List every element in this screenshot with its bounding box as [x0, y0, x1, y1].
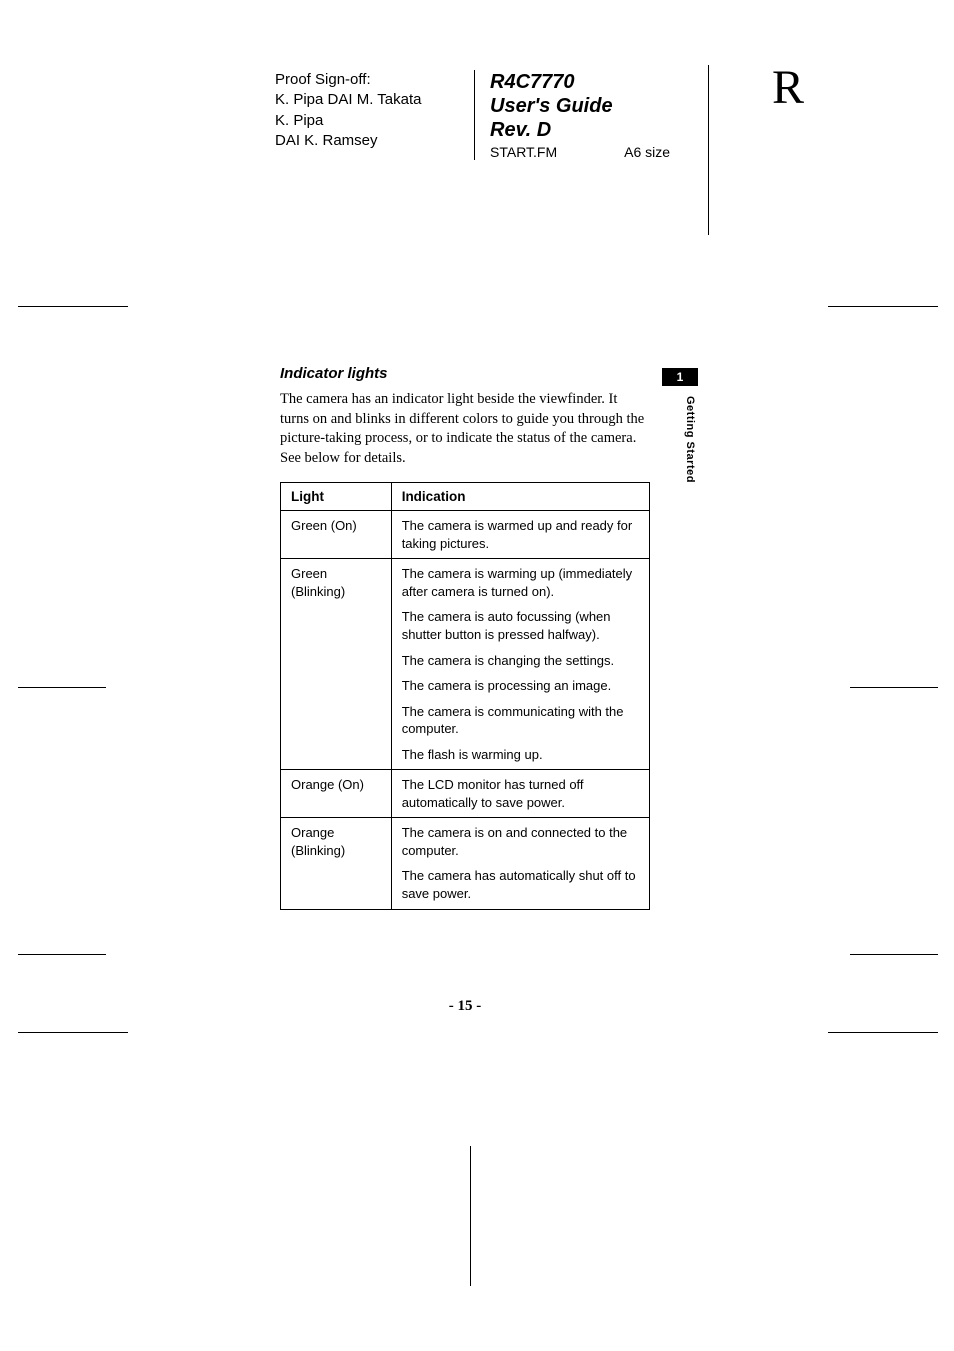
crop-mark — [850, 954, 938, 955]
light-cell: Orange (On) — [281, 770, 392, 818]
table-row: Orange (On) The LCD monitor has turned of… — [281, 770, 650, 818]
indication-cell: The camera is warming up (immediately af… — [391, 559, 649, 770]
chapter-number: 1 — [662, 368, 698, 386]
footer-divider — [470, 1146, 471, 1286]
light-cell: Green (On) — [281, 511, 392, 559]
signoff-line: K. Pipa DAI M. Takata — [275, 90, 454, 110]
indication-cell: The camera is on and connected to the co… — [391, 818, 649, 909]
crop-mark — [850, 687, 938, 688]
crop-mark — [18, 306, 128, 307]
indication-item: The camera is warmed up and ready for ta… — [402, 517, 639, 552]
indicator-table: Light Indication Green (On) The camera is… — [280, 482, 650, 909]
indication-item: The camera is on and connected to the co… — [402, 824, 639, 859]
indication-item: The camera is auto focussing (when shutt… — [402, 608, 639, 643]
chapter-tab: 1 Getting Started — [662, 368, 698, 483]
side-letter: R — [772, 60, 804, 115]
crop-mark — [828, 1032, 938, 1033]
page-number: - 15 - — [280, 998, 650, 1015]
light-cell: Green(Blinking) — [281, 559, 392, 770]
indication-item: The camera is warming up (immediately af… — [402, 565, 639, 600]
doc-guide: User's Guide — [490, 94, 755, 118]
signoff-line: K. Pipa — [275, 111, 454, 131]
indication-item: The LCD monitor has turned off automatic… — [402, 776, 639, 811]
section-intro: The camera has an indicator light beside… — [280, 390, 650, 468]
indication-item: The camera has automatically shut off to… — [402, 867, 639, 902]
doc-file-size: START.FM A6 size — [490, 144, 755, 160]
main-content: Indicator lights The camera has an indic… — [280, 365, 650, 910]
indication-item: The camera is communicating with the com… — [402, 703, 639, 738]
table-row: Green(Blinking) The camera is warming up … — [281, 559, 650, 770]
table-row: Orange(Blinking) The camera is on and con… — [281, 818, 650, 909]
indication-cell: The camera is warmed up and ready for ta… — [391, 511, 649, 559]
header-block: Proof Sign-off: K. Pipa DAI M. Takata K.… — [275, 70, 805, 160]
signoff-title: Proof Sign-off: — [275, 70, 454, 90]
indication-cell: The LCD monitor has turned off automatic… — [391, 770, 649, 818]
doc-rev: Rev. D — [490, 118, 755, 142]
crop-mark — [828, 306, 938, 307]
doc-file: START.FM — [490, 144, 557, 160]
light-cell: Orange(Blinking) — [281, 818, 392, 909]
indication-item: The flash is warming up. — [402, 746, 639, 764]
indication-item: The camera is processing an image. — [402, 677, 639, 695]
section-heading: Indicator lights — [280, 365, 650, 382]
table-header-indication: Indication — [391, 483, 649, 511]
doc-code: R4C7770 — [490, 70, 755, 94]
signoff-line: DAI K. Ramsey — [275, 131, 454, 151]
header-divider — [708, 65, 709, 235]
crop-mark — [18, 1032, 128, 1033]
crop-mark — [18, 687, 106, 688]
doc-id-block: R4C7770 User's Guide Rev. D START.FM A6 … — [475, 70, 755, 160]
indication-item: The camera is changing the settings. — [402, 652, 639, 670]
table-header-light: Light — [281, 483, 392, 511]
proof-signoff: Proof Sign-off: K. Pipa DAI M. Takata K.… — [275, 70, 475, 160]
doc-size: A6 size — [624, 144, 670, 160]
crop-mark — [18, 954, 106, 955]
chapter-label: Getting Started — [684, 396, 696, 483]
table-row: Green (On) The camera is warmed up and re… — [281, 511, 650, 559]
